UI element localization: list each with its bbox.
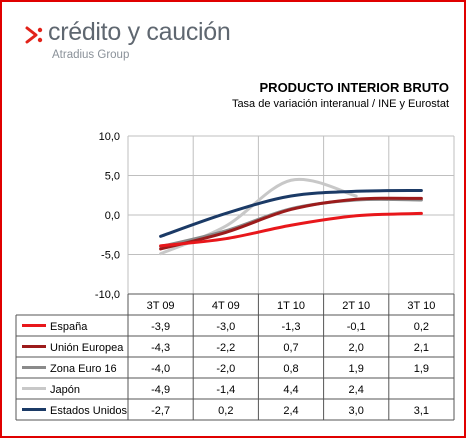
y-tick-label: 10,0 — [99, 131, 120, 143]
category-label: 4T 09 — [212, 300, 240, 312]
data-value: -4,3 — [151, 342, 170, 354]
data-value: 1,9 — [414, 363, 429, 375]
series-line — [159, 189, 423, 238]
legend-label: Estados Unidos — [50, 405, 128, 417]
y-tick-label: 0,0 — [105, 210, 120, 222]
data-value: 4,4 — [283, 384, 298, 396]
data-value: -4,9 — [151, 384, 170, 396]
data-value: 2,4 — [283, 405, 298, 417]
data-value: 3,1 — [414, 405, 429, 417]
chart-subtitle: Tasa de variación interanual / INE y Eur… — [231, 98, 449, 110]
logo-tagline: Atradius Group — [52, 49, 130, 61]
data-value: 3,0 — [349, 405, 364, 417]
legend-label: Japón — [50, 384, 80, 396]
data-value: 0,2 — [218, 405, 233, 417]
data-value: -2,0 — [216, 363, 235, 375]
legend-label: España — [50, 321, 88, 333]
category-label: 1T 10 — [277, 300, 305, 312]
y-tick-label: 5,0 — [105, 171, 120, 183]
series-line — [159, 211, 423, 248]
legend-label: Unión Europea — [50, 342, 124, 354]
logo-mark-icon — [25, 26, 43, 44]
y-tick-label: -5,0 — [101, 250, 120, 262]
category-label: 2T 10 — [342, 300, 370, 312]
data-value: 0,8 — [283, 363, 298, 375]
data-value: -4,0 — [151, 363, 170, 375]
series-line — [159, 196, 423, 251]
data-value: 2,1 — [414, 342, 429, 354]
data-value: -2,7 — [151, 405, 170, 417]
data-value: 1,9 — [349, 363, 364, 375]
data-value: 2,0 — [349, 342, 364, 354]
data-value: -1,3 — [282, 321, 301, 333]
data-value: 0,2 — [414, 321, 429, 333]
data-value: -2,2 — [216, 342, 235, 354]
logo-name: crédito y caución — [48, 18, 231, 46]
category-label: 3T 10 — [407, 300, 435, 312]
data-value: -1,4 — [216, 384, 235, 396]
data-value: -0,1 — [347, 321, 366, 333]
data-value: -3,0 — [216, 321, 235, 333]
category-label: 3T 09 — [147, 300, 175, 312]
legend-label: Zona Euro 16 — [50, 363, 117, 375]
data-value: 0,7 — [283, 342, 298, 354]
y-tick-label: -10,0 — [95, 289, 120, 301]
data-value: -3,9 — [151, 321, 170, 333]
data-value: 2,4 — [349, 384, 364, 396]
chart-title: PRODUCTO INTERIOR BRUTO — [259, 80, 449, 95]
